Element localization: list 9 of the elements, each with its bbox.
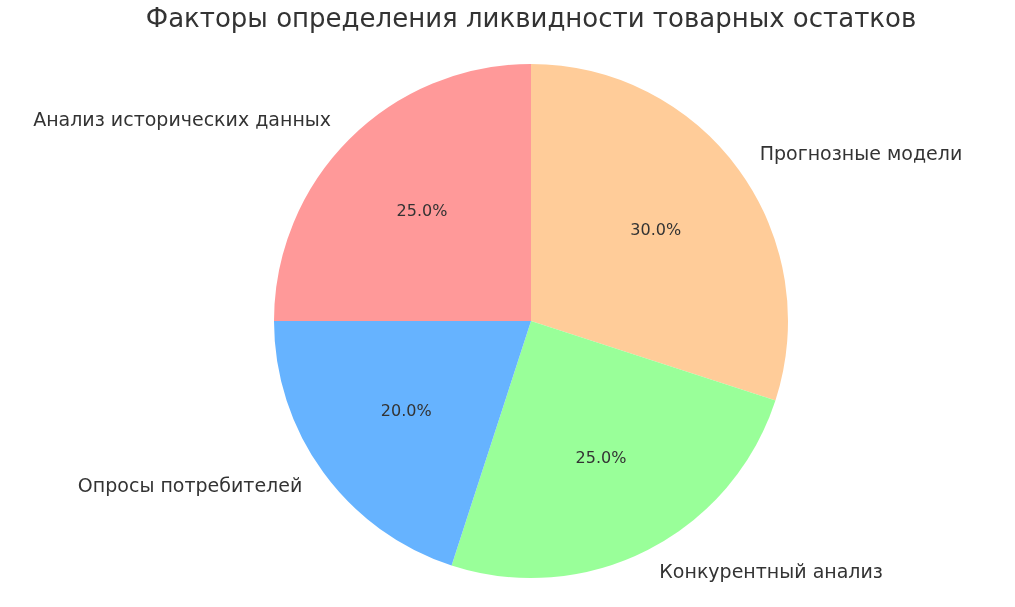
slice-label: Опросы потребителей — [77, 474, 303, 497]
data-label: 25.0% — [396, 201, 448, 221]
data-label: 25.0% — [575, 447, 627, 467]
slice-label: Прогнозные модели — [759, 141, 963, 164]
data-label: 20.0% — [380, 400, 432, 420]
slice-label: Анализ исторических данных — [33, 108, 332, 131]
data-label: 30.0% — [630, 219, 682, 239]
chart-title: Факторы определения ликвидности товарных остатков — [145, 2, 917, 33]
slice-label: Конкурентный анализ — [659, 559, 883, 582]
